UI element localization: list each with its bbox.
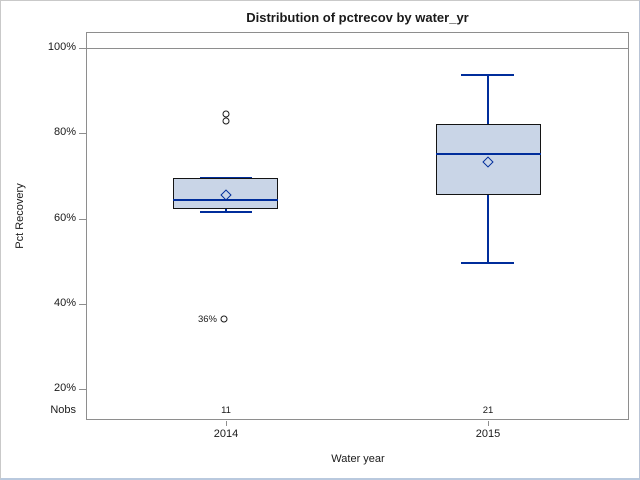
chart-title: Distribution of pctrecov by water_yr bbox=[246, 10, 469, 25]
outlier-value-label: 36% bbox=[197, 314, 217, 325]
whisker-lower-2015 bbox=[487, 195, 489, 263]
whisker-upper-2015 bbox=[487, 75, 489, 124]
outlier-marker-2014-high-1 bbox=[222, 110, 230, 118]
x-tick-mark-2014 bbox=[226, 421, 227, 426]
y-tick-mark bbox=[79, 48, 86, 49]
nobs-value-2015: 21 bbox=[482, 405, 494, 416]
x-axis-title: Water year bbox=[331, 453, 385, 465]
y-tick-label-100: 100% bbox=[47, 41, 76, 53]
whisker-cap-lower-2014 bbox=[200, 211, 252, 213]
y-axis-title: Pct Recovery bbox=[14, 183, 26, 249]
y-tick-mark bbox=[79, 389, 86, 390]
nobs-row-label: Nobs bbox=[50, 404, 76, 416]
outlier-marker-2014-low bbox=[220, 315, 228, 323]
x-tick-mark-2015 bbox=[488, 421, 489, 426]
y-tick-label-60: 60% bbox=[53, 212, 76, 224]
reference-line-100pct bbox=[87, 48, 628, 49]
y-tick-label-40: 40% bbox=[53, 297, 76, 309]
median-line-2014 bbox=[173, 199, 278, 201]
x-category-label-2015: 2015 bbox=[475, 428, 501, 440]
whisker-lower-2014 bbox=[225, 209, 227, 212]
y-tick-label-80: 80% bbox=[53, 126, 76, 138]
outlier-marker-2014-high-2 bbox=[222, 117, 230, 125]
y-tick-mark bbox=[79, 133, 86, 134]
x-category-label-2014: 2014 bbox=[213, 428, 239, 440]
whisker-cap-lower-2015 bbox=[461, 262, 514, 264]
plot-area: 36% 11 21 bbox=[86, 32, 629, 420]
median-line-2015 bbox=[436, 153, 541, 155]
y-tick-mark bbox=[79, 304, 86, 305]
y-tick-mark bbox=[79, 219, 86, 220]
box-2015 bbox=[436, 124, 541, 195]
box-2014 bbox=[173, 178, 278, 209]
y-tick-label-20: 20% bbox=[53, 382, 76, 394]
nobs-value-2014: 11 bbox=[221, 405, 231, 416]
